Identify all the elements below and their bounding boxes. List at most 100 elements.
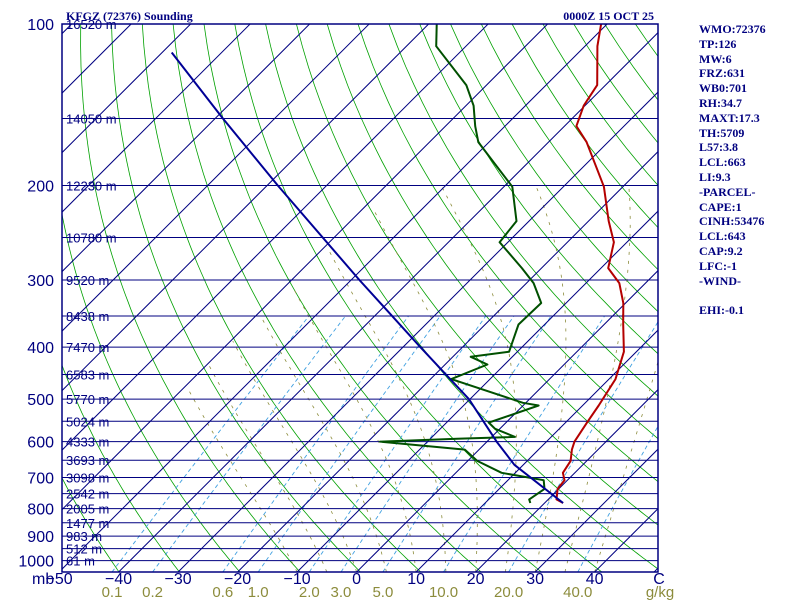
pressure-label: 500: [27, 392, 54, 409]
parcel-trace: [170, 51, 564, 504]
index-line: RH:34.7: [699, 95, 742, 110]
thermo-grid: [62, 24, 658, 572]
height-label: 9520 m: [66, 273, 109, 288]
height-label: 983 m: [66, 529, 102, 544]
dry-adiabat: [141, 24, 422, 572]
dry-adiabat: [172, 24, 482, 572]
isotherm: [62, 24, 370, 332]
height-label: 1477 m: [66, 516, 109, 531]
mixing-ratio-label: 1.0: [248, 584, 269, 600]
dry-adiabat: [326, 24, 658, 483]
x-unit-label: C: [653, 571, 665, 588]
index-line: CAP:9.2: [699, 243, 743, 258]
height-label: 6583 m: [66, 368, 109, 383]
x-tick-label: −10: [284, 571, 311, 588]
pressure-label: 400: [27, 340, 54, 357]
index-line: TH:5709: [699, 125, 745, 140]
x-tick-label: −50: [46, 571, 73, 588]
mixing-ratio-label: 0.1: [102, 584, 123, 600]
index-line: LFC:-1: [699, 258, 737, 273]
moist-adiabat: [372, 207, 478, 572]
temperature-trace: [555, 24, 625, 504]
x-tick-label: 40: [586, 571, 604, 588]
x-tick-label: 30: [526, 571, 544, 588]
pressure-label: 900: [27, 529, 54, 546]
isotherm: [62, 24, 429, 392]
mixing-ratio-label: 20.0: [494, 584, 523, 600]
height-label: 16520 m: [66, 17, 117, 32]
dry-adiabat: [234, 24, 603, 572]
height-label: 61 m: [66, 554, 95, 569]
moist-adiabat: [232, 341, 357, 572]
indices-panel: WMO:72376 TP:126 MW:6 FRZ:631 WB0:701 RH:34.7…: [699, 22, 799, 318]
plot-frame: [61, 23, 659, 573]
dry-adiabat: [357, 24, 658, 440]
isotherm: [118, 31, 658, 572]
height-label: 10780 m: [66, 231, 117, 246]
isotherm: [62, 24, 72, 35]
index-line: -PARCEL-: [699, 184, 756, 199]
isotherm: [62, 24, 310, 273]
isotherm: [296, 210, 658, 572]
index-line: [699, 288, 799, 303]
pressure-label: 600: [27, 435, 54, 452]
moist-adiabat: [594, 360, 658, 572]
dry-adiabat: [111, 24, 361, 572]
height-label: 8438 m: [66, 309, 109, 324]
dry-adiabat: [450, 24, 658, 313]
height-label: 4333 m: [66, 435, 109, 450]
mixing-ratio-label: 5.0: [372, 584, 393, 600]
height-label: 14050 m: [66, 111, 117, 126]
pressure-label: 700: [27, 471, 54, 488]
index-line: EHI:-0.1: [699, 303, 744, 318]
index-line: LI:9.3: [699, 169, 731, 184]
mixing-ratio-line: [508, 321, 658, 572]
moist-adiabat: [207, 363, 328, 572]
isotherm: [62, 24, 191, 154]
dry-adiabat: [419, 24, 658, 355]
height-label: 5024 m: [66, 414, 109, 429]
dewpoint-trace: [379, 24, 546, 504]
mixing-ratio-line: [152, 315, 346, 572]
isotherm: [415, 329, 658, 572]
isotherm: [62, 24, 489, 451]
mixing-ratio-line: [577, 425, 658, 572]
station-title: KFGZ (72376) Sounding: [66, 9, 193, 23]
index-line: WMO:72376: [699, 22, 766, 36]
index-line: FRZ:631: [699, 66, 745, 81]
mixing-ratio-label: 40.0: [563, 584, 592, 600]
dry-adiabat: [480, 24, 658, 271]
height-label: 512 m: [66, 542, 102, 557]
isotherm: [177, 91, 658, 572]
isotherm: [62, 24, 548, 511]
dry-adiabat: [203, 24, 542, 572]
moist-adiabat: [564, 185, 631, 572]
pressure-label: 200: [27, 179, 54, 196]
height-label: 7470 m: [66, 340, 109, 355]
index-line: CAPE:1: [699, 199, 742, 214]
dry-adiabat: [62, 364, 180, 572]
height-label: 12230 m: [66, 179, 117, 194]
dry-adiabat: [80, 24, 301, 572]
dry-adiabat: [62, 212, 241, 572]
mixing-ratio-label: 2.0: [299, 584, 320, 600]
index-line: MW:6: [699, 51, 732, 66]
mixing-ratio-line: [111, 315, 310, 572]
mixing-ratio-label: 0.2: [142, 584, 163, 600]
index-line: LCL:663: [699, 155, 746, 170]
index-line: CINH:53476: [699, 214, 765, 229]
x-tick-label: 10: [407, 571, 425, 588]
pressure-label: 300: [27, 273, 54, 290]
isotherm: [62, 24, 608, 570]
isotherm: [62, 24, 251, 213]
dry-adiabat: [62, 477, 120, 572]
dry-adiabat: [388, 24, 658, 397]
mixing-ratio-label: 0.6: [212, 584, 233, 600]
x-tick-label: −40: [105, 571, 132, 588]
x-tick-label: −30: [165, 571, 192, 588]
mixing-ratio-label: 10.0: [429, 584, 458, 600]
dry-adiabat: [296, 24, 658, 526]
index-line: L57:3.8: [699, 140, 738, 155]
height-label: 3098 m: [66, 471, 109, 486]
